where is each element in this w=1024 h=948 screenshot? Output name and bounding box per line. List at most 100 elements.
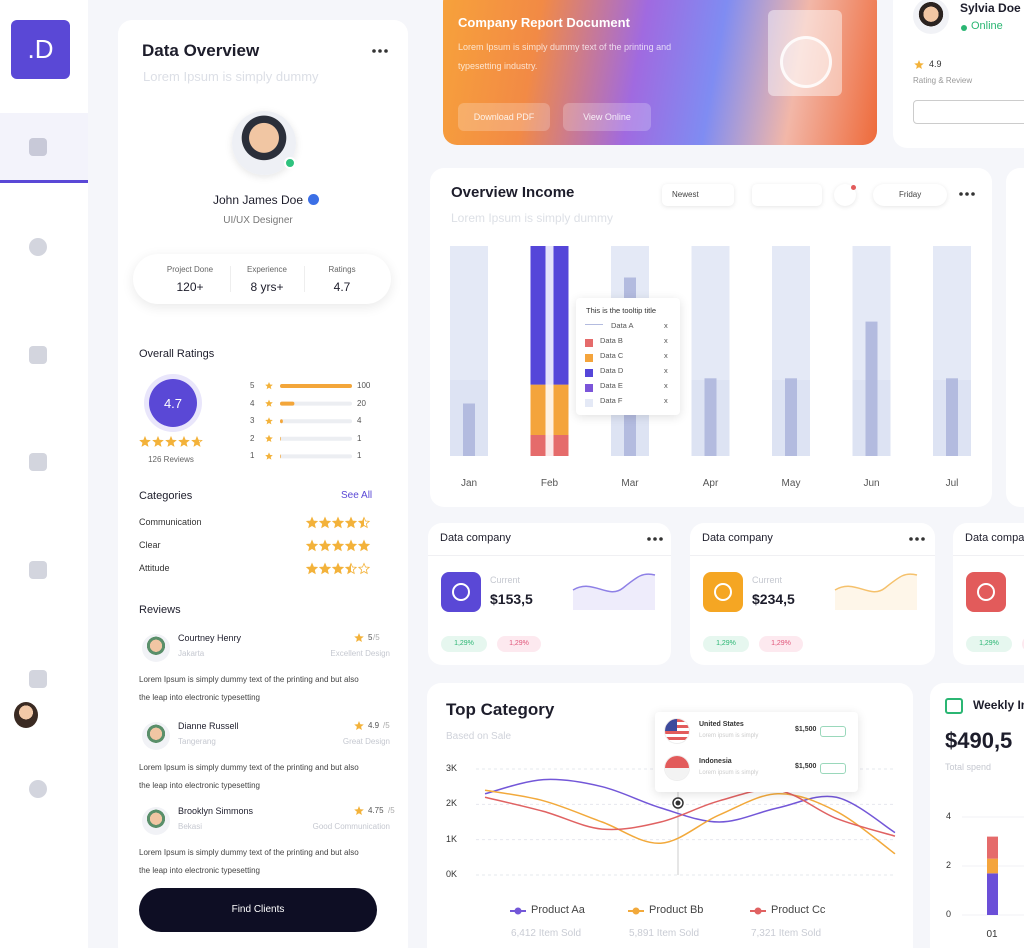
- nav-icon[interactable]: [29, 561, 47, 579]
- review-scale: /5: [373, 633, 380, 642]
- rating-count: 1: [357, 451, 362, 461]
- nav-icon[interactable]: [29, 346, 47, 364]
- star: [179, 437, 189, 446]
- verified-icon: [308, 194, 319, 205]
- badge-dot: [851, 185, 856, 190]
- card-label: Current: [752, 575, 783, 585]
- nav-icon[interactable]: [29, 238, 47, 256]
- stat-label: Ratings: [328, 265, 356, 274]
- weekly-value: $490,5: [945, 728, 1013, 753]
- star: [345, 563, 351, 574]
- legend-dot: [632, 907, 640, 915]
- legend-sold: 5,891 Item Sold: [628, 928, 700, 939]
- user-rating: 4.9: [929, 59, 942, 69]
- star: [319, 517, 331, 528]
- star-icon: [354, 806, 364, 815]
- star: [332, 517, 344, 528]
- avatar: [913, 0, 949, 34]
- rating-level: 2: [250, 433, 255, 443]
- badge-up: 1,29%: [441, 636, 487, 652]
- text: Based on Sale: [446, 731, 512, 742]
- star-icon: [914, 60, 924, 69]
- report-title: Company Report Document: [458, 15, 630, 30]
- review-tag: Great Design: [342, 737, 390, 746]
- category-name: Attitude: [139, 563, 170, 573]
- rating-count: 1: [357, 433, 362, 443]
- rating-level: 4: [250, 398, 255, 408]
- tooltip-mark: x: [664, 321, 668, 330]
- legend-sold: 6,412 Item Sold: [510, 928, 582, 939]
- more-icon: [965, 192, 969, 196]
- reviewer-name: Brooklyn Simmons: [178, 806, 254, 816]
- card-value: $234,5: [752, 591, 795, 607]
- star: [166, 437, 176, 446]
- trend-badge: [820, 726, 846, 737]
- hover-dot-core: [675, 800, 681, 806]
- input[interactable]: [913, 100, 1024, 124]
- notification[interactable]: [834, 184, 856, 206]
- rating-count: 20: [357, 398, 366, 408]
- user-rating-label: Rating & Review: [913, 76, 973, 85]
- y-tick-label: 0: [946, 909, 952, 919]
- logo[interactable]: .D: [11, 20, 70, 79]
- star-icon: [265, 417, 273, 425]
- user-name: Sylvia Doe: [960, 1, 1021, 15]
- rating-track: [280, 436, 352, 441]
- nav-icon[interactable]: [29, 670, 47, 688]
- card-icon-glyph: [452, 583, 470, 601]
- button[interactable]: Download PDF: [458, 103, 550, 131]
- x-tick-label: Apr: [702, 478, 719, 489]
- legend-swatch: [585, 324, 603, 325]
- more-icon: [647, 537, 651, 541]
- x-tick-label: Jun: [863, 478, 880, 489]
- profile-role: UI/UX Designer: [223, 215, 293, 226]
- sparkline: [834, 573, 918, 593]
- star: [345, 540, 357, 551]
- flag-canton: [665, 719, 677, 731]
- rating-level: 3: [250, 416, 255, 426]
- user-status: Online: [971, 20, 1003, 32]
- star: [358, 517, 364, 528]
- star-icon: [354, 633, 364, 642]
- review-rating: 4.9: [368, 721, 380, 730]
- tooltip-mark: x: [664, 366, 668, 375]
- badge-up: 1,29%: [703, 636, 749, 652]
- avatar: [142, 807, 170, 835]
- nav-icon[interactable]: [29, 453, 47, 471]
- score-circle: [149, 379, 197, 427]
- star: [345, 517, 357, 528]
- nav-icon[interactable]: [29, 780, 47, 798]
- dropdown[interactable]: Newest: [662, 184, 734, 206]
- text: Categories: [139, 490, 193, 502]
- view-toggle[interactable]: [752, 184, 822, 206]
- bar: [987, 858, 998, 874]
- text: Weekly Income: [973, 698, 1024, 712]
- y-tick-label: 2: [946, 860, 952, 870]
- reviewer-name: Courtney Henry: [178, 633, 242, 643]
- category-name: Clear: [139, 540, 161, 550]
- text: Overview Income: [451, 184, 575, 201]
- x-tick-label: May: [781, 478, 801, 489]
- nav-icon[interactable]: [29, 138, 47, 156]
- stat-value: 120+: [176, 280, 204, 294]
- star: [358, 540, 370, 551]
- legend-label: Product Aa: [531, 904, 585, 916]
- dropdown[interactable]: Friday: [873, 184, 947, 206]
- divider: [428, 555, 671, 556]
- legend-sold: 7,321 Item Sold: [750, 928, 822, 939]
- divider: [230, 266, 231, 292]
- more-icon: [384, 49, 388, 53]
- button[interactable]: View Online: [563, 103, 651, 131]
- rating-level: 1: [250, 451, 255, 461]
- x-tick-label: Jan: [460, 478, 478, 489]
- legend-swatch: [585, 354, 593, 362]
- text: Data Overview: [142, 41, 260, 60]
- legend-label: Data C: [600, 351, 624, 360]
- link[interactable]: See All: [341, 490, 373, 501]
- text: Top Category: [446, 700, 555, 719]
- card-label: Current: [490, 575, 521, 585]
- button[interactable]: Find Clients: [139, 888, 377, 932]
- country-text: Lorem ipsum is simply: [699, 770, 759, 776]
- y-tick-label: 2K: [446, 798, 458, 809]
- flag: [665, 756, 689, 780]
